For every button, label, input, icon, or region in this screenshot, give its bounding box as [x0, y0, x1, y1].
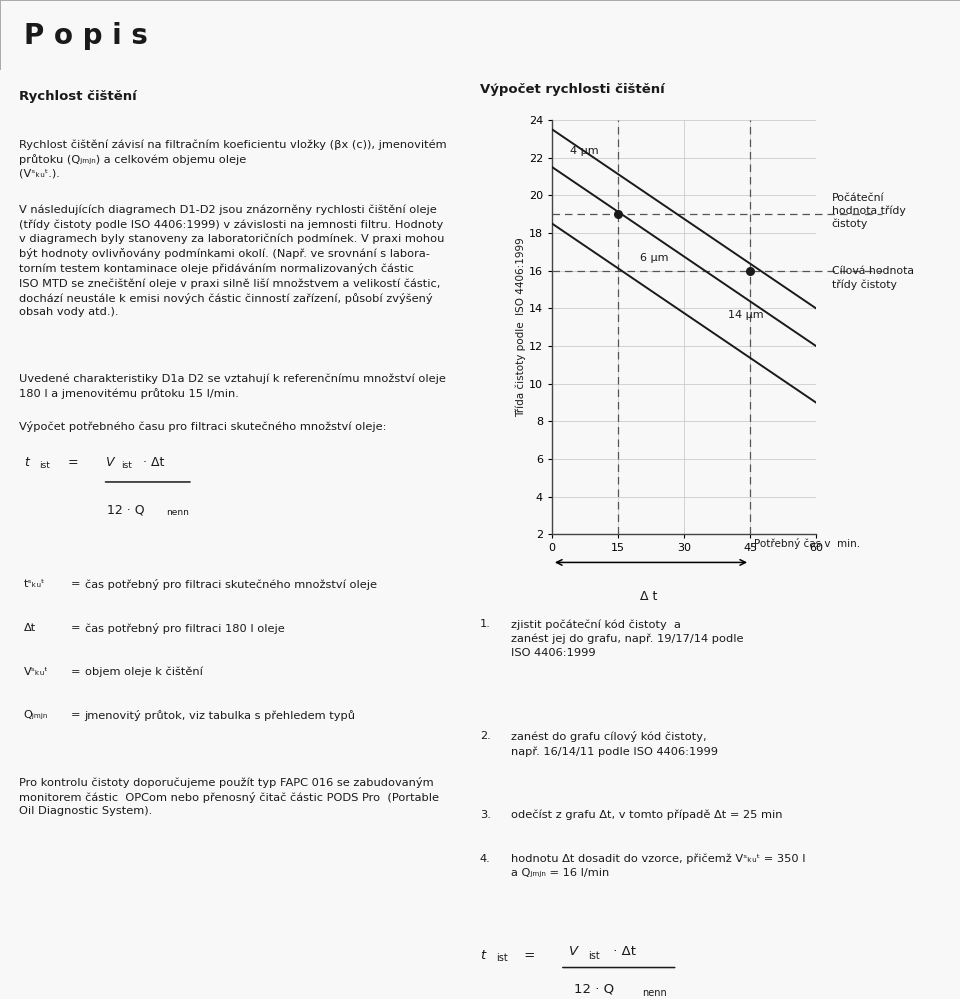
Text: Rychlost čištění: Rychlost čištění [19, 90, 137, 103]
Text: V: V [569, 945, 579, 958]
Text: P o p i s: P o p i s [24, 22, 148, 50]
Text: t: t [480, 949, 485, 962]
Text: =: = [71, 623, 81, 633]
Text: odečíst z grafu Δt, v tomto případě Δt = 25 min: odečíst z grafu Δt, v tomto případě Δt =… [511, 809, 782, 820]
Text: ist: ist [588, 951, 600, 961]
Text: 6 μm: 6 μm [640, 253, 668, 263]
Text: nenn: nenn [642, 988, 667, 998]
Text: 14 μm: 14 μm [728, 310, 763, 320]
Text: zanést do grafu cílový kód čistoty,
např. 16/14/11 podle ISO 4406:1999: zanést do grafu cílový kód čistoty, např… [511, 731, 717, 757]
Text: ist: ist [121, 461, 132, 470]
Text: · Δt: · Δt [139, 457, 164, 470]
Text: nenn: nenn [166, 507, 189, 516]
Text: Vˢₖᵤᵗ: Vˢₖᵤᵗ [24, 666, 48, 676]
Text: 3.: 3. [480, 809, 491, 819]
Text: V následujících diagramech D1-D2 jsou znázorněny rychlosti čištění oleje
(třídy : V následujících diagramech D1-D2 jsou zn… [19, 205, 444, 317]
Text: 4 μm: 4 μm [569, 146, 598, 156]
Text: Počáteční
hodnota třídy
čistoty: Počáteční hodnota třídy čistoty [831, 194, 905, 230]
Text: Δt: Δt [24, 623, 36, 633]
Text: 12 · Q: 12 · Q [574, 983, 614, 996]
Text: 4.: 4. [480, 854, 491, 864]
Text: 12 · Q: 12 · Q [108, 503, 145, 516]
Text: Výpočet potřebného času pro filtraci skutečného množství oleje:: Výpočet potřebného času pro filtraci sku… [19, 421, 387, 432]
Text: =: = [71, 710, 81, 720]
Text: tˢₖᵤᵗ: tˢₖᵤᵗ [24, 579, 45, 589]
Text: =: = [520, 949, 536, 962]
Text: =: = [71, 666, 81, 676]
Text: Potřebný čas v  min.: Potřebný čas v min. [755, 538, 860, 549]
Text: V: V [105, 457, 113, 470]
Text: · Δt: · Δt [610, 945, 636, 958]
Text: Rychlost čištění závisí na filtračním koeficientu vložky (βx (c)), jmenovitém
pr: Rychlost čištění závisí na filtračním ko… [19, 139, 446, 178]
Y-axis label: Třída čistoty podle  ISO 4406:1999: Třída čistoty podle ISO 4406:1999 [516, 238, 526, 417]
Text: =: = [64, 457, 83, 470]
Text: zjistit počáteční kód čistoty  a
zanést jej do grafu, např. 19/17/14 podle
ISO 4: zjistit počáteční kód čistoty a zanést j… [511, 619, 743, 657]
Text: 1.: 1. [480, 619, 491, 629]
Text: 2.: 2. [480, 731, 491, 741]
Text: Qⱼₘⱼₙ: Qⱼₘⱼₙ [24, 710, 48, 720]
Text: Uvedené charakteristiky D1a D2 se vztahují k referenčnímu množství oleje
180 l a: Uvedené charakteristiky D1a D2 se vztahu… [19, 374, 446, 400]
Text: čas potřebný pro filtraci 180 l oleje: čas potřebný pro filtraci 180 l oleje [84, 623, 284, 634]
Text: hodnotu Δt dosadit do vzorce, přičemž Vˢₖᵤᵗ = 350 l
a Qⱼₘⱼₙ = 16 l/min: hodnotu Δt dosadit do vzorce, přičemž Vˢ… [511, 854, 805, 878]
Text: t: t [24, 457, 29, 470]
Text: čas potřebný pro filtraci skutečného množství oleje: čas potřebný pro filtraci skutečného mno… [84, 579, 376, 590]
Text: ist: ist [496, 953, 508, 963]
Text: jmenovitý průtok, viz tabulka s přehledem typů: jmenovitý průtok, viz tabulka s přehlede… [84, 710, 355, 721]
Text: objem oleje k čištění: objem oleje k čištění [84, 666, 203, 677]
Text: Výpočet rychlosti čištění: Výpočet rychlosti čištění [480, 83, 664, 97]
Text: Cílová hodnota
třídy čistoty: Cílová hodnota třídy čistoty [831, 267, 914, 290]
Text: =: = [71, 579, 81, 589]
Text: Pro kontrolu čistoty doporučujeme použít typ FAPC 016 se zabudovaným
monitorem č: Pro kontrolu čistoty doporučujeme použít… [19, 777, 439, 816]
Text: ist: ist [39, 461, 50, 470]
Text: Δ t: Δ t [640, 590, 658, 603]
